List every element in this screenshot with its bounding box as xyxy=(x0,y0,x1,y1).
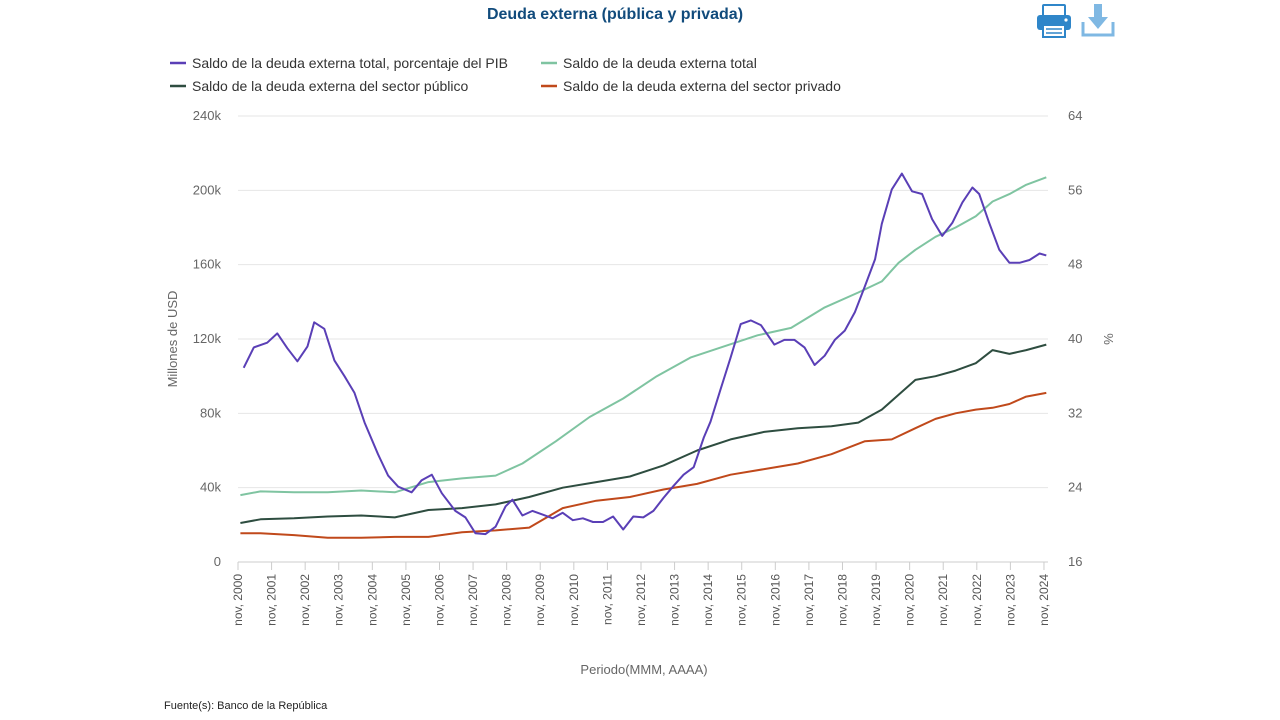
download-button[interactable] xyxy=(1078,2,1118,40)
y-tick-right: 64 xyxy=(1068,108,1082,123)
x-tick: nov, 2021 xyxy=(936,574,950,626)
x-tick: nov, 2015 xyxy=(735,574,749,626)
x-tick: nov, 2009 xyxy=(533,574,547,626)
x-tick: nov, 2013 xyxy=(668,574,682,626)
y-tick-right: 16 xyxy=(1068,554,1082,569)
y-tick-left: 160k xyxy=(193,257,222,272)
download-icon xyxy=(1081,4,1115,37)
y-tick-left: 40k xyxy=(200,480,221,495)
x-tick: nov, 2018 xyxy=(835,574,849,626)
x-tick: nov, 2008 xyxy=(500,574,514,626)
y-tick-left: 120k xyxy=(193,331,222,346)
x-tick: nov, 2024 xyxy=(1037,574,1051,626)
x-tick: nov, 2023 xyxy=(1003,574,1017,626)
legend-item-1: Saldo de la deuda externa total, porcent… xyxy=(192,55,508,71)
y-tick-left: 200k xyxy=(193,182,222,197)
y-tick-right: 32 xyxy=(1068,405,1082,420)
y-axis-title-right: % xyxy=(1101,333,1116,345)
x-tick: nov, 2000 xyxy=(231,574,245,626)
series-line-2 xyxy=(240,176,1047,497)
y-tick-right: 40 xyxy=(1068,331,1082,346)
series-line-4 xyxy=(240,391,1047,539)
source-note: Fuente(s): Banco de la República xyxy=(164,700,328,712)
y-tick-left: 240k xyxy=(193,108,222,123)
x-tick: nov, 2022 xyxy=(970,574,984,626)
series-line-1 xyxy=(242,172,1047,536)
x-axis-title: Periodo(MMM, AAAA) xyxy=(580,662,707,677)
x-tick: nov, 2005 xyxy=(399,574,413,626)
series-line-3 xyxy=(240,343,1047,524)
legend-item-2: Saldo de la deuda externa total xyxy=(563,55,757,71)
x-tick: nov, 2001 xyxy=(265,574,279,626)
x-tick: nov, 2017 xyxy=(802,574,816,626)
x-tick: nov, 2011 xyxy=(600,574,614,625)
y-tick-left: 0 xyxy=(214,554,221,569)
x-tick: nov, 2016 xyxy=(768,574,782,626)
line-chart: 0 40k 80k 120k 160k 200k 240k 16 24 32 40 48 56 64 nov… xyxy=(165,55,1116,677)
y-tick-left: 80k xyxy=(200,405,221,420)
x-tick: nov, 2014 xyxy=(701,574,715,626)
x-tick: nov, 2003 xyxy=(332,574,346,626)
x-tick: nov, 2006 xyxy=(432,574,446,626)
x-tick: nov, 2012 xyxy=(634,574,648,626)
x-tick: nov, 2007 xyxy=(466,574,480,626)
x-tick: nov, 2019 xyxy=(869,574,883,626)
x-tick: nov, 2010 xyxy=(567,574,581,626)
x-tick: nov, 2020 xyxy=(903,574,917,626)
x-tick: nov, 2002 xyxy=(298,574,312,626)
chart-title: Deuda externa (pública y privada) xyxy=(486,6,744,23)
legend-item-4: Saldo de la deuda externa del sector pri… xyxy=(563,78,841,94)
y-tick-right: 48 xyxy=(1068,257,1082,272)
y-tick-right: 24 xyxy=(1068,480,1082,495)
printer-icon xyxy=(1037,4,1071,38)
x-tick: nov, 2004 xyxy=(365,574,379,626)
legend-item-3: Saldo de la deuda externa del sector púb… xyxy=(192,78,469,94)
print-button[interactable] xyxy=(1034,2,1074,40)
y-tick-right: 56 xyxy=(1068,182,1082,197)
y-axis-title-left: Millones de USD xyxy=(165,291,180,388)
